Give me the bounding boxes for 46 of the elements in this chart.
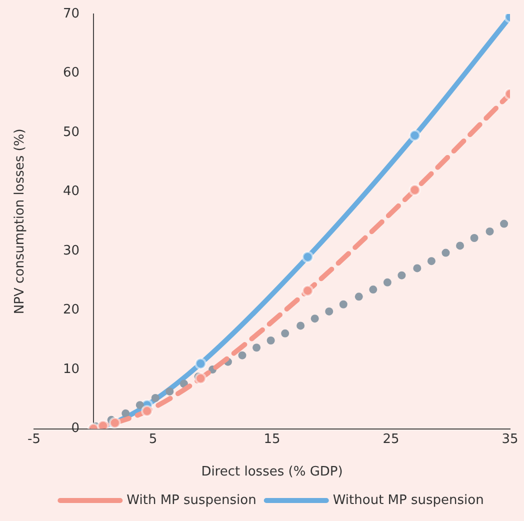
point bbox=[194, 358, 207, 370]
point bbox=[500, 220, 508, 228]
point bbox=[486, 227, 494, 236]
y-tick-label: 30 bbox=[62, 243, 80, 258]
x-tick-label: 25 bbox=[382, 432, 400, 447]
point bbox=[310, 314, 319, 323]
y-tick-label: 60 bbox=[62, 66, 80, 81]
point bbox=[151, 394, 160, 402]
point bbox=[325, 307, 334, 316]
point bbox=[442, 248, 450, 257]
point bbox=[166, 387, 174, 396]
legend-label: With MP suspension bbox=[126, 492, 256, 508]
point bbox=[302, 284, 314, 297]
y-axis-title: NPV consumption losses (%) bbox=[12, 128, 28, 314]
point bbox=[266, 336, 275, 345]
point bbox=[238, 351, 246, 360]
point bbox=[354, 292, 363, 301]
point bbox=[136, 401, 144, 410]
y-tick-label: 20 bbox=[62, 302, 80, 318]
point bbox=[456, 242, 464, 250]
x-tick-label: 15 bbox=[264, 432, 280, 447]
y-tick-label: 50 bbox=[62, 124, 80, 140]
point bbox=[408, 184, 421, 196]
point bbox=[408, 129, 421, 142]
point bbox=[122, 409, 130, 418]
point bbox=[302, 250, 314, 263]
point bbox=[141, 405, 154, 418]
x-tick-label: 5 bbox=[148, 432, 158, 447]
x-tick-label: -5 bbox=[28, 432, 40, 447]
point bbox=[383, 278, 392, 286]
point bbox=[470, 234, 478, 242]
point bbox=[413, 264, 422, 272]
y-tick-label: 40 bbox=[62, 184, 80, 200]
point bbox=[369, 286, 378, 294]
point bbox=[194, 372, 207, 384]
point bbox=[296, 322, 305, 330]
point bbox=[398, 271, 406, 280]
point bbox=[427, 257, 436, 266]
point bbox=[252, 344, 261, 352]
x-axis-title: Direct losses (% GDP) bbox=[201, 464, 343, 480]
point bbox=[339, 300, 348, 308]
point bbox=[281, 329, 290, 338]
y-tick-label: 10 bbox=[62, 362, 80, 377]
legend-label: Without MP suspension bbox=[332, 492, 484, 508]
y-tick-label: 70 bbox=[62, 6, 80, 22]
x-tick-label: 35 bbox=[502, 432, 518, 447]
